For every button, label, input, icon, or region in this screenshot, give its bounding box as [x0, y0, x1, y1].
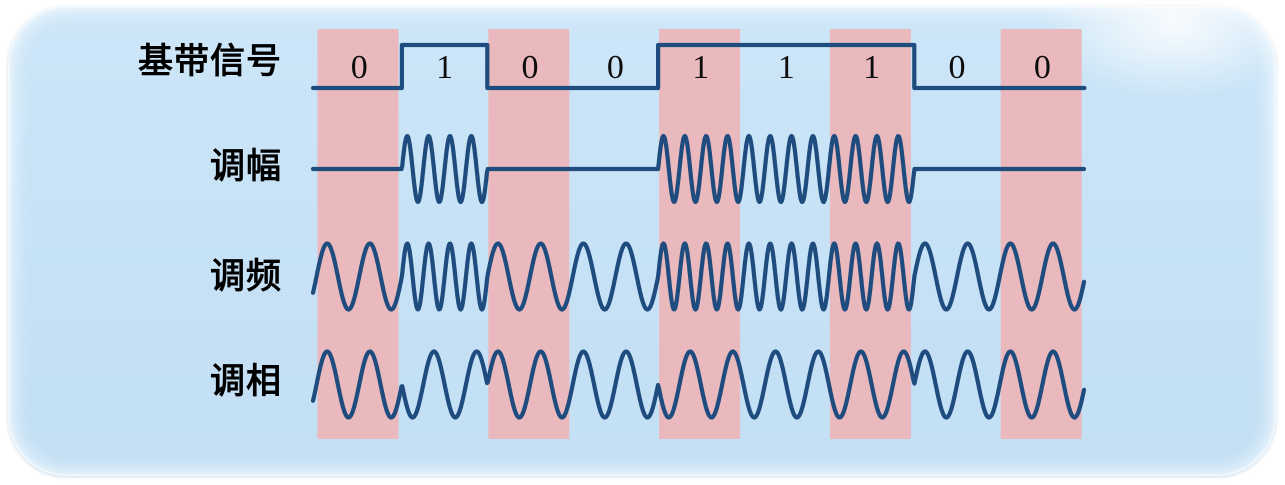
bit-label: 1 — [863, 49, 881, 86]
highlight-stripe — [488, 29, 570, 439]
bit-label: 0 — [948, 49, 966, 86]
am-waveform — [310, 133, 1087, 205]
bit-label: 1 — [692, 49, 710, 86]
baseband-waveform — [310, 42, 1087, 91]
row-label-am: 调幅 — [209, 147, 282, 186]
bit-label: 0 — [521, 49, 539, 86]
row-label-baseband: 基带信号 — [137, 42, 282, 81]
highlight-stripe — [1000, 29, 1082, 439]
pm-waveform — [310, 349, 1087, 420]
bit-label: 0 — [606, 49, 624, 86]
bit-label: 1 — [777, 49, 795, 86]
row-label-fm: 调频 — [209, 257, 282, 296]
bit-label: 1 — [436, 49, 454, 86]
bit-label: 0 — [350, 49, 368, 86]
bit-label: 0 — [1033, 49, 1051, 86]
fm-waveform — [310, 241, 1087, 312]
highlight-stripe — [317, 29, 399, 439]
row-label-pm: 调相 — [209, 362, 282, 401]
